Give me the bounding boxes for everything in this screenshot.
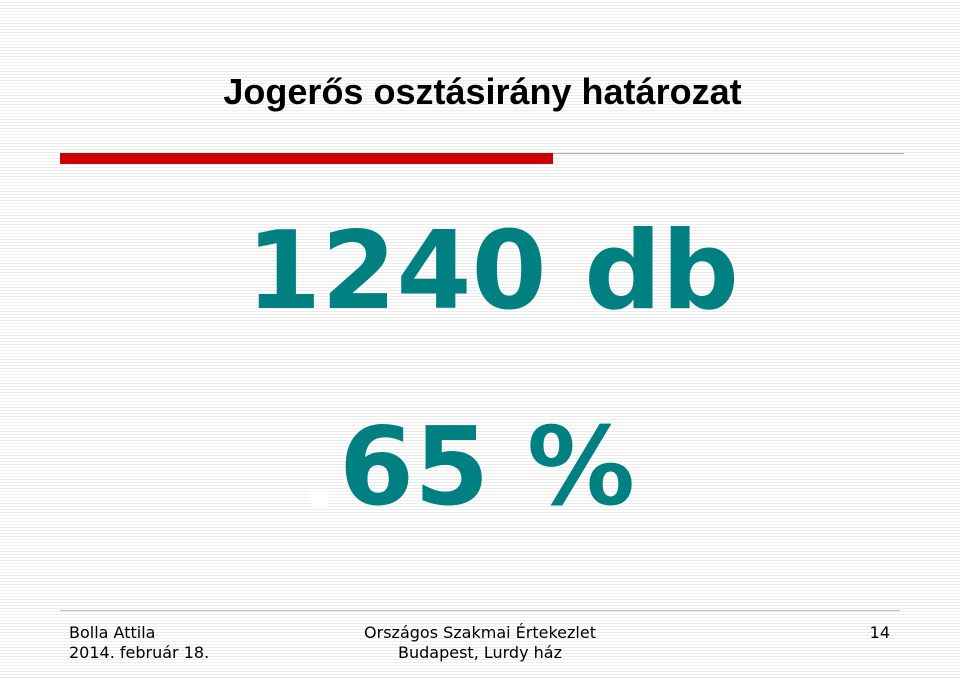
count-value: 1240 db [246, 209, 739, 334]
bullet-square-icon [311, 490, 328, 507]
footer-event-block: Országos Szakmai Értekezlet Budapest, Lu… [330, 623, 630, 663]
footer-author: Bolla Attila [69, 623, 156, 642]
slide-title: Jogerős osztásirány határozat [223, 71, 742, 112]
footer-location: Budapest, Lurdy ház [398, 643, 562, 662]
footer-divider-line [60, 610, 900, 611]
footer-event: Országos Szakmai Értekezlet [364, 623, 596, 642]
footer-date: 2014. február 18. [69, 643, 210, 662]
footer-author-block: Bolla Attila 2014. február 18. [69, 623, 209, 663]
percent-value: 65 % [339, 405, 636, 530]
title-divider-line [553, 153, 904, 154]
footer-page-number: 14 [869, 623, 890, 642]
title-accent-bar [60, 153, 553, 164]
